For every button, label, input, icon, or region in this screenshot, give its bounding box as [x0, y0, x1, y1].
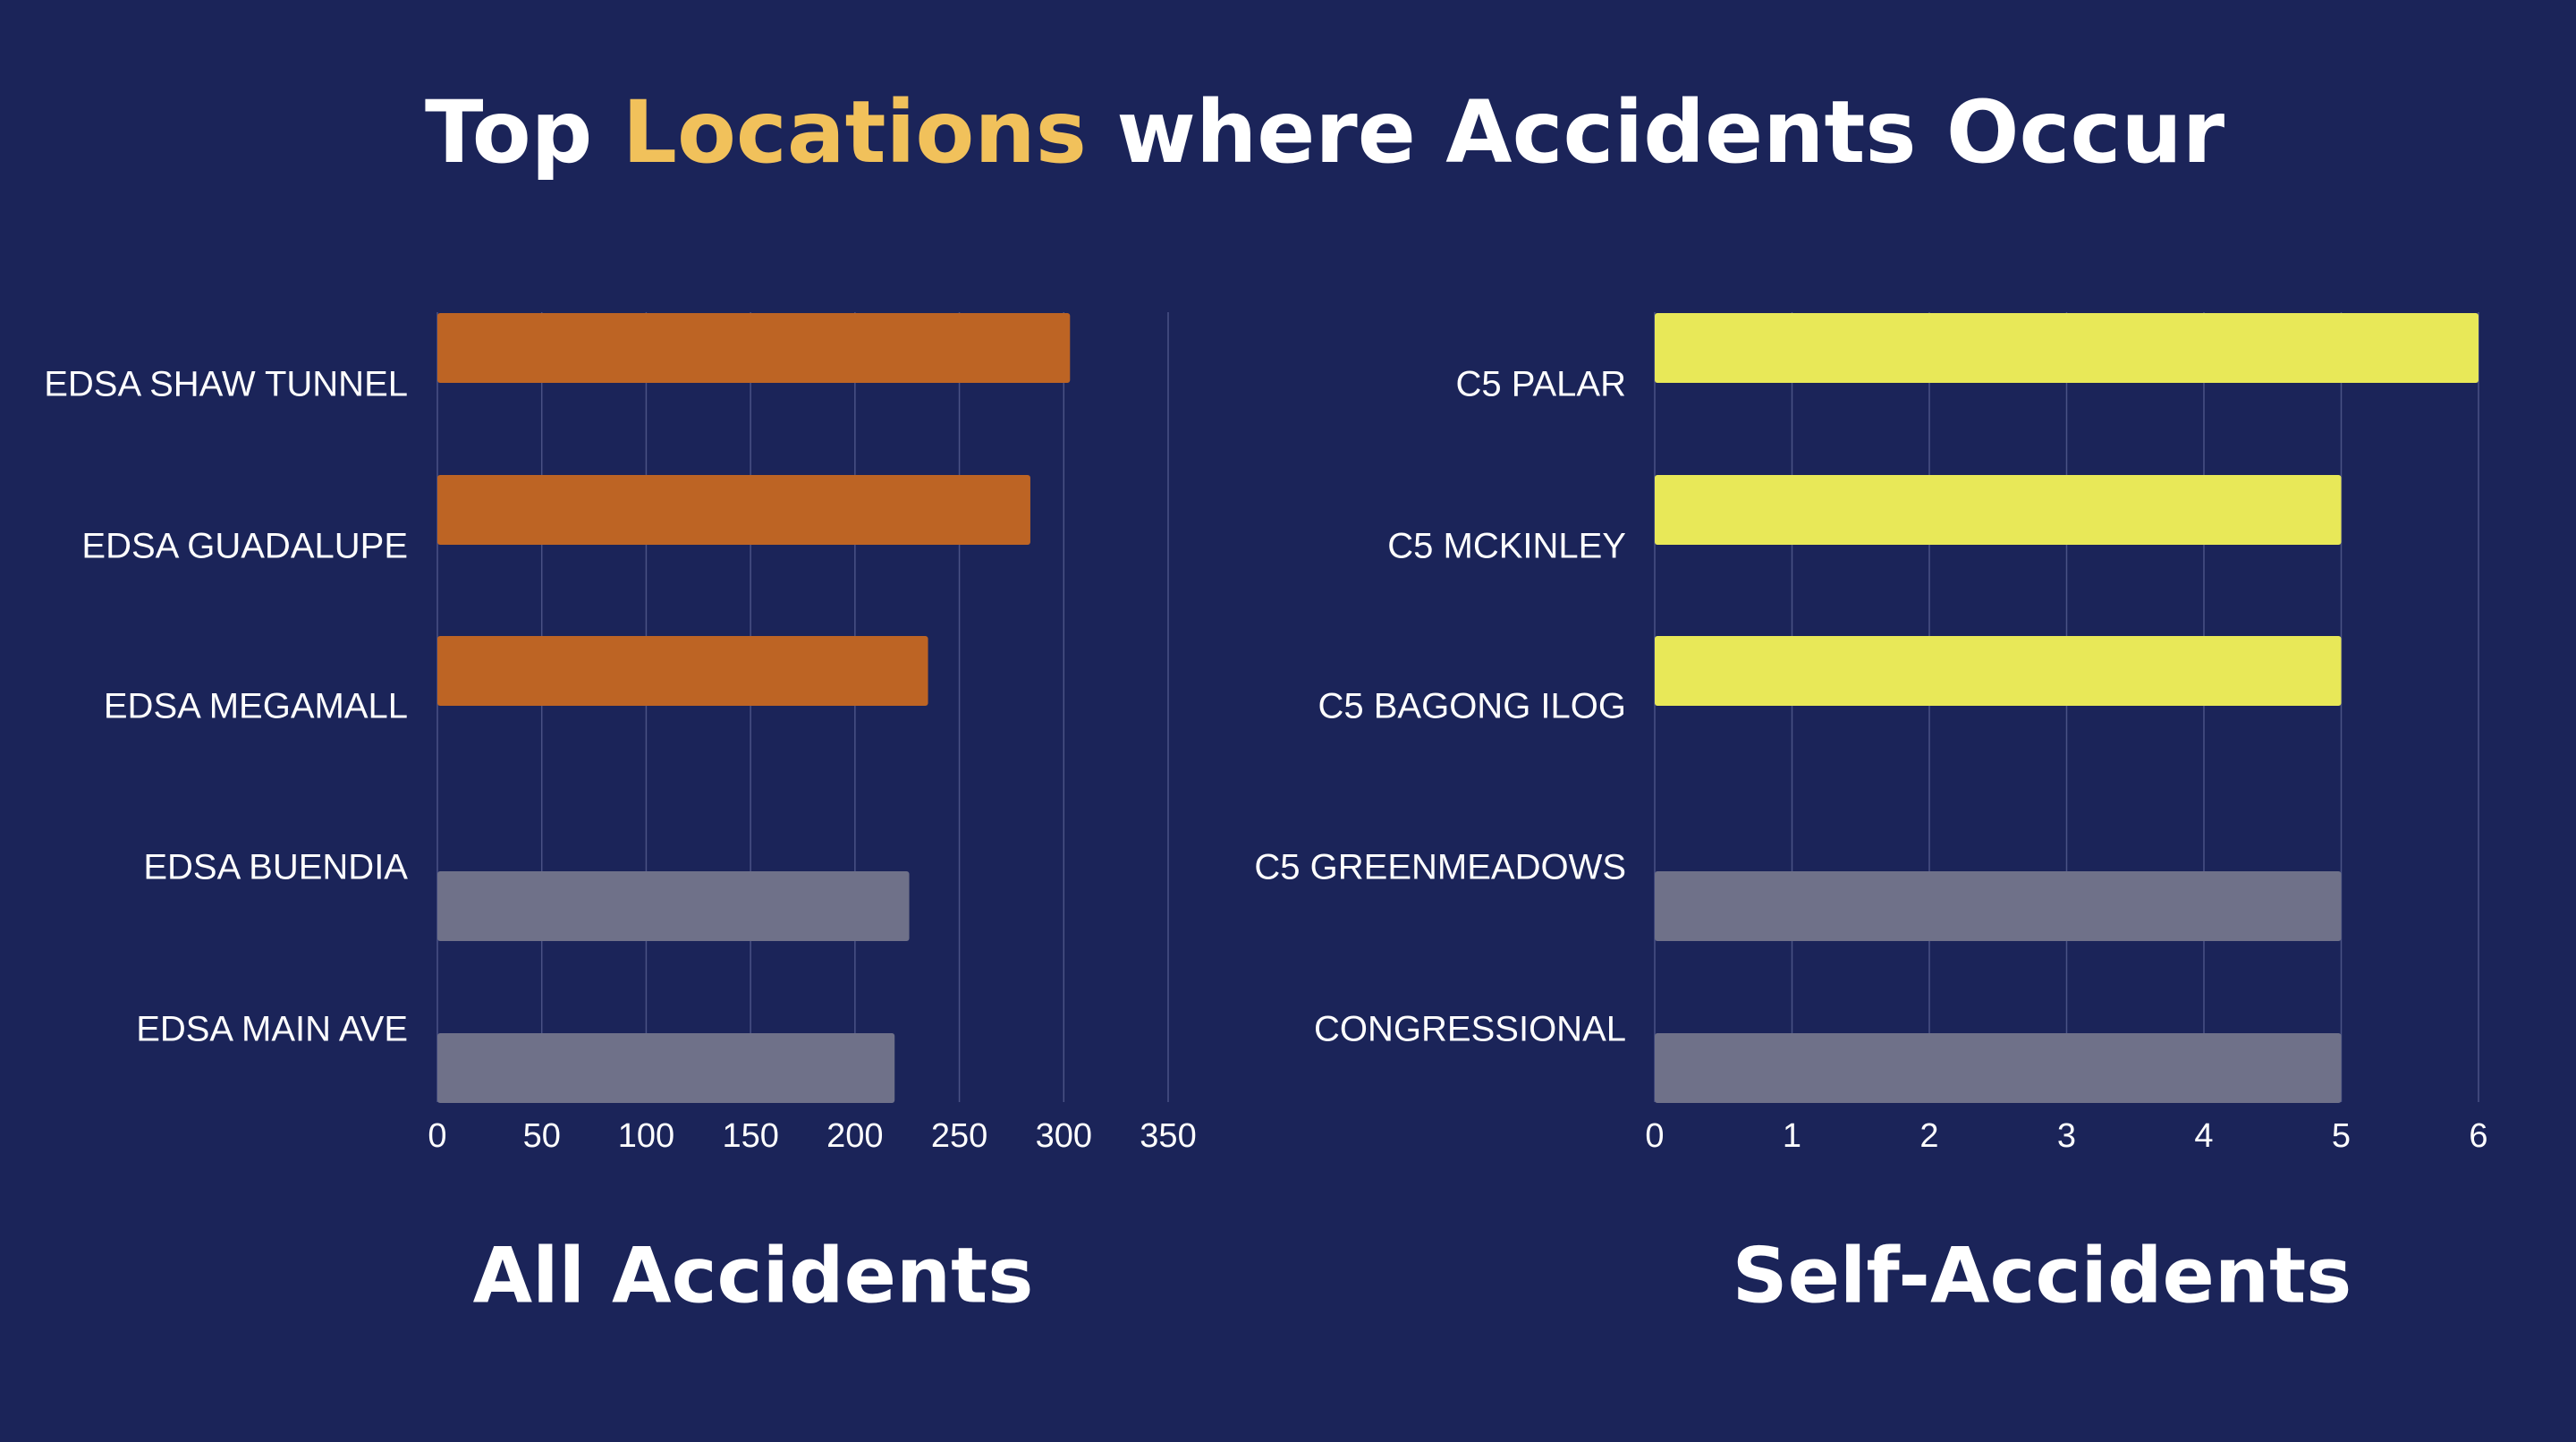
all-accidents-bar [437, 313, 1071, 383]
self-accidents-tick-label: 0 [1645, 1117, 1664, 1155]
self-accidents-bar [1655, 1033, 2342, 1103]
all-accidents-tick-label: 150 [722, 1117, 778, 1155]
self-accidents-bar [1655, 475, 2342, 545]
all-accidents-tick-label: 0 [428, 1117, 446, 1155]
title-part-1: Top [424, 82, 623, 182]
all-accidents-tick-label: 350 [1140, 1117, 1196, 1155]
title-part-2: where Accidents Occur [1086, 82, 2225, 182]
all-accidents-bar [437, 636, 928, 706]
all-accidents-category-label: EDSA SHAW TUNNEL [44, 365, 408, 404]
self-accidents-category-label: C5 GREENMEADOWS [1254, 848, 1626, 887]
self-accidents-chart: 0 1 2 3 4 5 6 C5 PALAR C5 MCKINLEY C5 BAGONG ILOG… [1254, 312, 2488, 1320]
all-accidents-category-label: EDSA BUENDIA [143, 848, 408, 887]
self-accidents-tick-label: 2 [1919, 1117, 1938, 1155]
all-accidents-chart: 0 50 100 150 200 250 300 350 EDSA SHAW TUNNEL EDS… [44, 312, 1197, 1320]
page-title: Top Locations where Accidents Occur [0, 82, 2576, 182]
all-accidents-category-label: EDSA GUADALUPE [81, 527, 408, 566]
all-accidents-tick-label: 300 [1036, 1117, 1092, 1155]
all-accidents-bar [437, 1033, 895, 1103]
self-accidents-tick-label: 1 [1783, 1117, 1801, 1155]
all-accidents-tick-label: 50 [523, 1117, 561, 1155]
all-accidents-tick-label: 250 [931, 1117, 987, 1155]
self-accidents-category-label: CONGRESSIONAL [1314, 1010, 1626, 1049]
all-accidents-category-label: EDSA MEGAMALL [104, 687, 408, 726]
all-accidents-tick-label: 200 [826, 1117, 883, 1155]
self-accidents-tick-label: 5 [2332, 1117, 2351, 1155]
self-accidents-tick-label: 3 [2057, 1117, 2076, 1155]
all-accidents-category-label: EDSA MAIN AVE [136, 1010, 408, 1049]
self-accidents-caption: Self-Accidents [1733, 1231, 2352, 1320]
title-accent-word: Locations [622, 82, 1087, 182]
self-accidents-category-label: C5 MCKINLEY [1387, 527, 1626, 566]
all-accidents-caption: All Accidents [473, 1231, 1034, 1320]
self-accidents-bar [1655, 636, 2342, 706]
self-accidents-bar [1655, 871, 2342, 941]
all-accidents-bar [437, 475, 1030, 545]
self-accidents-category-label: C5 PALAR [1456, 365, 1626, 404]
all-accidents-bar [437, 871, 910, 941]
self-accidents-tick-label: 4 [2194, 1117, 2213, 1155]
self-accidents-category-label: C5 BAGONG ILOG [1318, 687, 1626, 726]
self-accidents-bar [1655, 313, 2479, 383]
self-accidents-tick-label: 6 [2469, 1117, 2487, 1155]
all-accidents-tick-label: 100 [618, 1117, 674, 1155]
